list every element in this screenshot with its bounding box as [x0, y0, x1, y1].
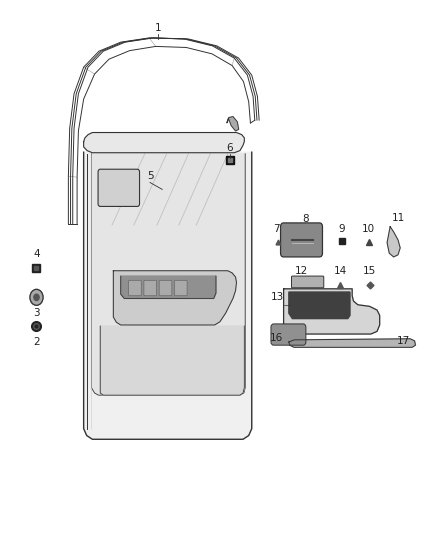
Text: 17: 17 [397, 336, 410, 345]
FancyBboxPatch shape [98, 169, 140, 206]
FancyBboxPatch shape [174, 280, 187, 296]
Text: 9: 9 [339, 223, 346, 233]
Polygon shape [289, 339, 416, 348]
Text: 4: 4 [33, 249, 40, 259]
Polygon shape [100, 326, 244, 395]
Text: 14: 14 [334, 266, 347, 276]
FancyBboxPatch shape [144, 280, 156, 296]
Polygon shape [84, 152, 252, 439]
Text: 15: 15 [363, 266, 376, 276]
Text: 10: 10 [362, 223, 375, 233]
FancyBboxPatch shape [281, 223, 322, 257]
Text: 8: 8 [302, 214, 309, 224]
Polygon shape [92, 154, 245, 395]
Text: 11: 11 [392, 213, 406, 223]
FancyBboxPatch shape [271, 324, 306, 345]
Text: 5: 5 [147, 172, 153, 181]
Polygon shape [227, 117, 239, 131]
FancyBboxPatch shape [129, 280, 141, 296]
Polygon shape [113, 271, 237, 325]
Text: 7: 7 [273, 223, 280, 233]
Polygon shape [387, 227, 400, 257]
Polygon shape [84, 133, 244, 153]
Text: 6: 6 [226, 143, 233, 153]
Circle shape [30, 289, 43, 305]
Text: 13: 13 [270, 292, 284, 302]
Circle shape [34, 294, 39, 301]
FancyBboxPatch shape [159, 280, 172, 296]
Text: 1: 1 [155, 22, 161, 33]
Polygon shape [289, 292, 350, 319]
FancyBboxPatch shape [291, 276, 324, 288]
Text: 16: 16 [270, 333, 283, 343]
Text: 3: 3 [33, 308, 40, 318]
Text: 12: 12 [294, 266, 308, 276]
Text: 2: 2 [33, 337, 40, 347]
Polygon shape [121, 276, 216, 298]
Polygon shape [284, 289, 380, 334]
